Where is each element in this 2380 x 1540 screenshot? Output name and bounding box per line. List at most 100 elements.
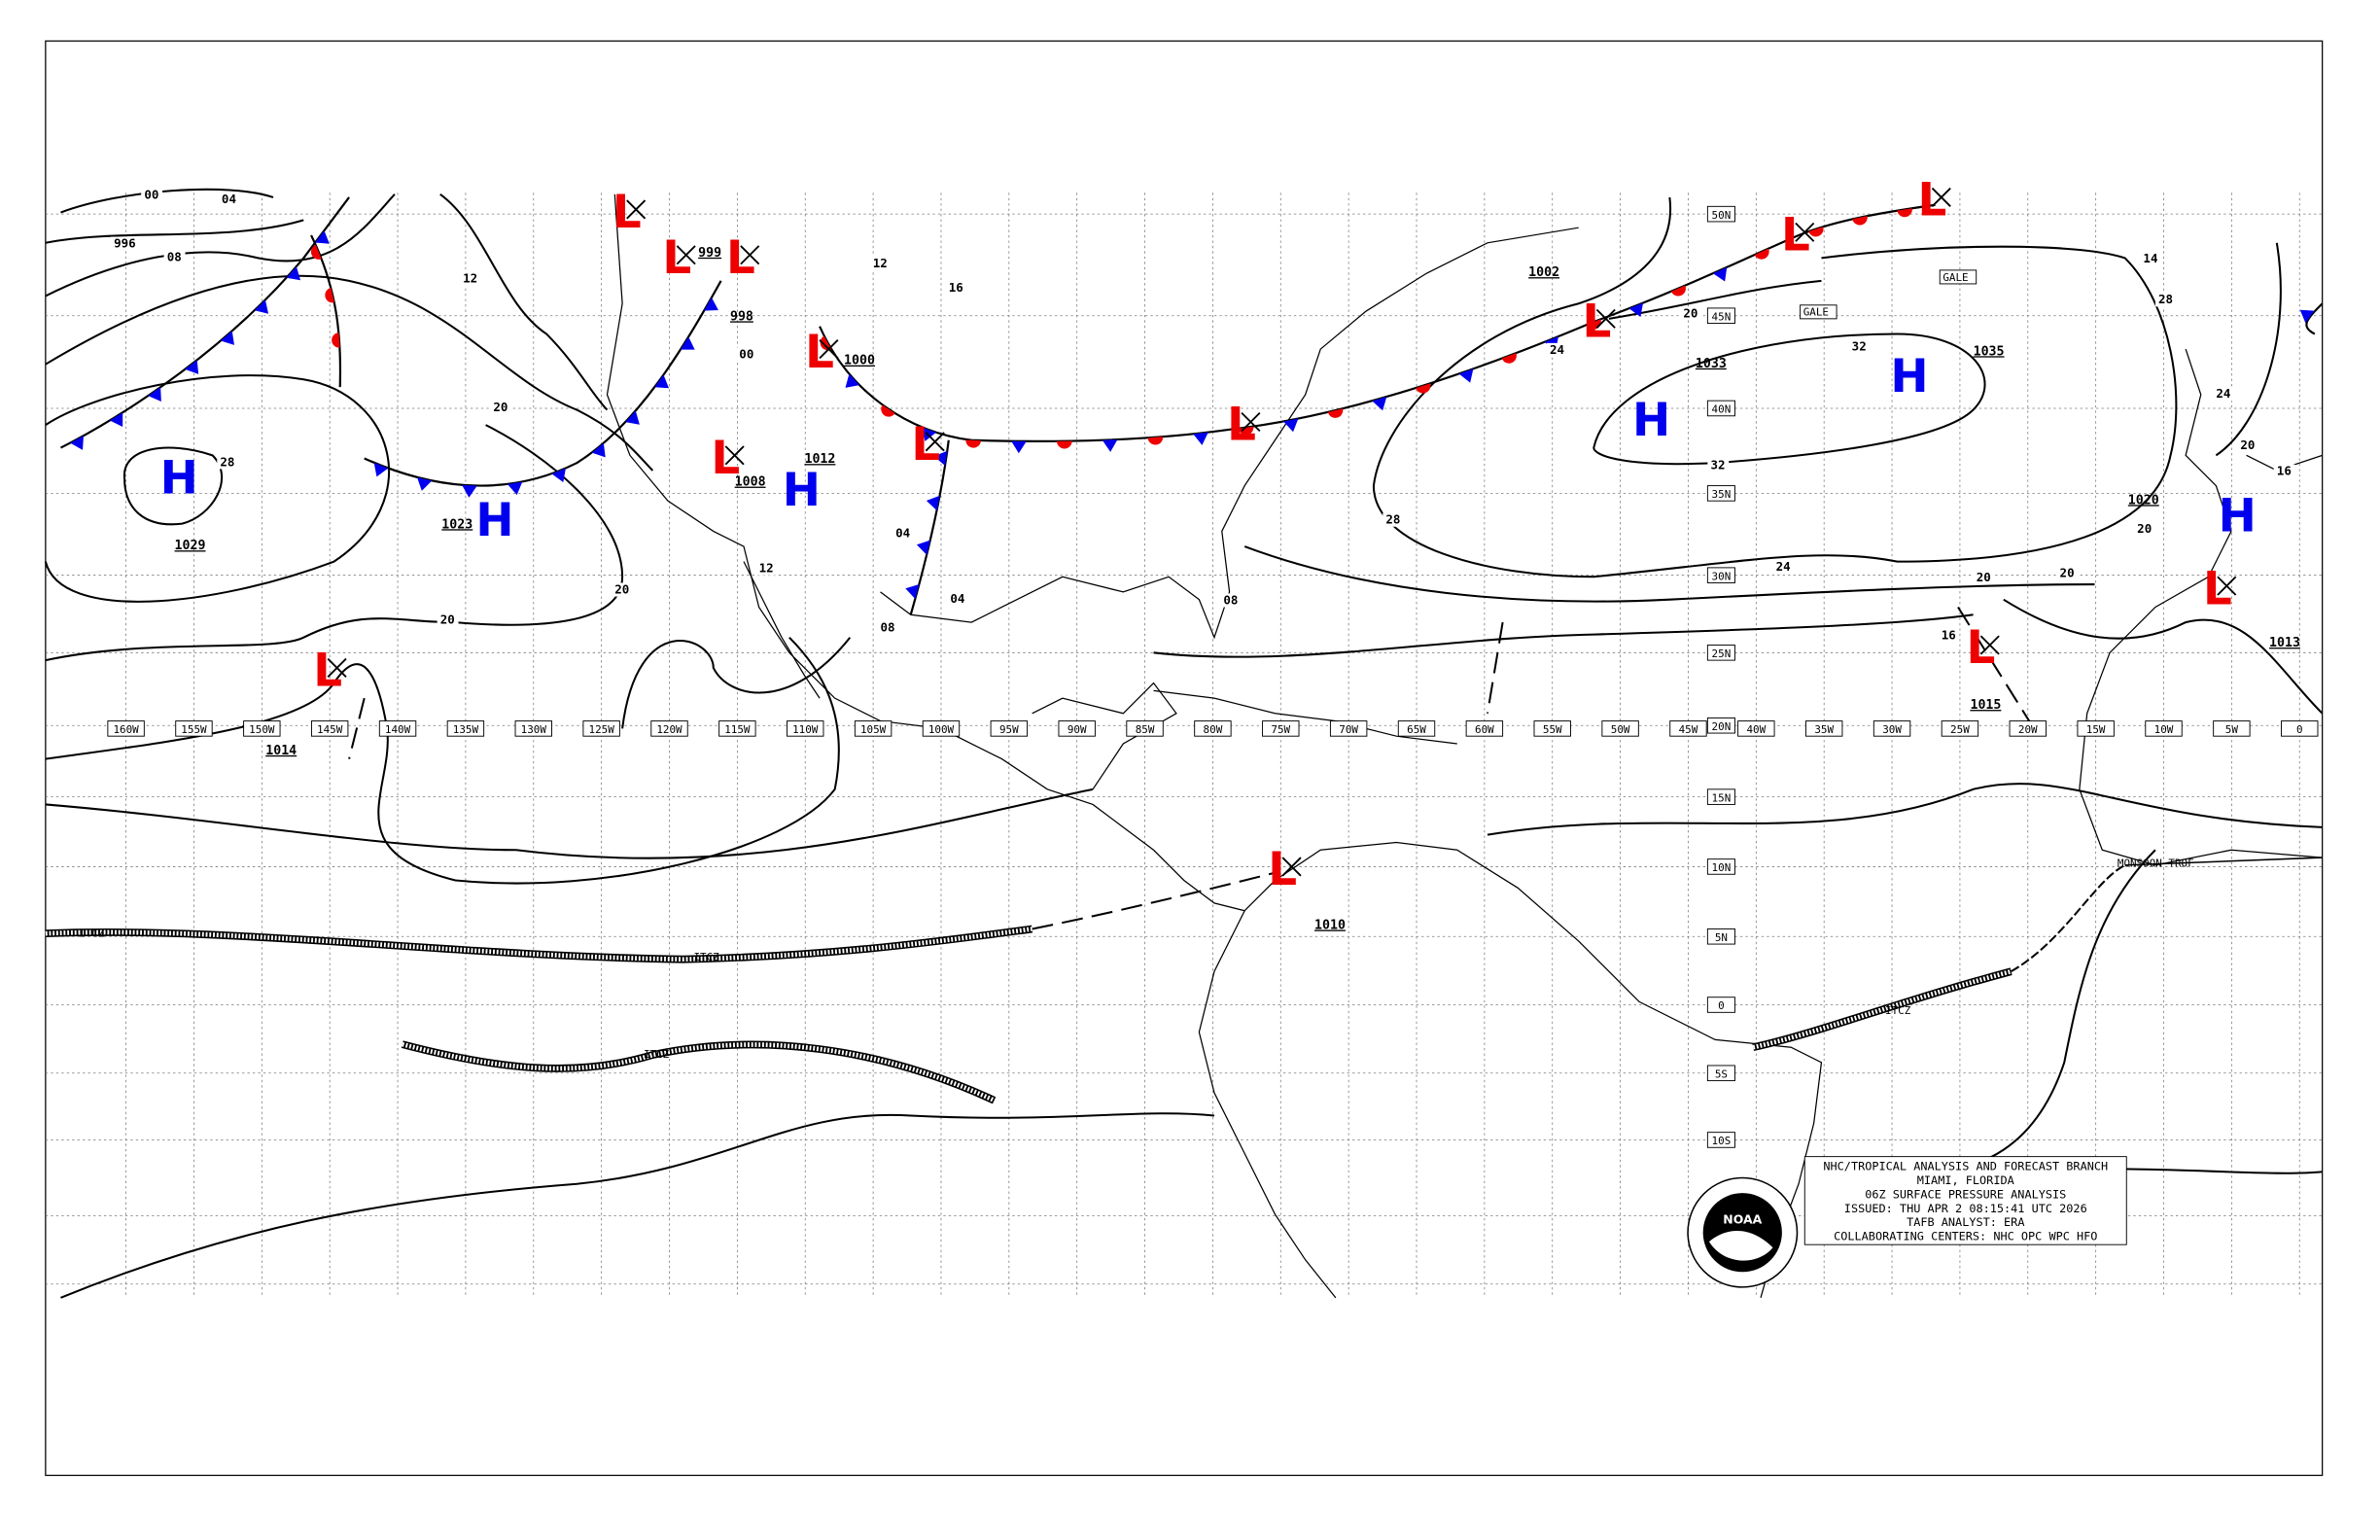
coastlines bbox=[606, 193, 2323, 1299]
warm-front-semicircle-icon bbox=[820, 335, 832, 351]
gale-warning-label: GALE bbox=[1803, 306, 1829, 319]
latitude-label: 35N bbox=[1712, 488, 1732, 501]
fronts: GALE GALE bbox=[59, 196, 2324, 759]
high-pressure-center: H bbox=[783, 465, 821, 517]
longitude-label: 130W bbox=[521, 723, 547, 736]
isobar-value-label: 28 bbox=[220, 454, 234, 469]
low-center-x-icon bbox=[1979, 635, 2000, 655]
isobar-value-label: 08 bbox=[881, 619, 895, 634]
central-pressure-label: 1012 bbox=[804, 452, 835, 467]
isobar-value-label: 04 bbox=[950, 591, 964, 606]
axis-labels: 160W 155W 150W 145W 140W 135W 130W 125W 120W 115W… bbox=[107, 205, 2319, 1148]
longitude-label-box bbox=[1465, 720, 1504, 737]
isobar-value-label: 20 bbox=[493, 400, 508, 414]
cold-front-triangle-icon bbox=[185, 360, 199, 374]
latitude-label: 10S bbox=[1712, 1135, 1732, 1147]
high-pressure-center: H bbox=[160, 452, 198, 505]
isobar-value-label: 08 bbox=[1223, 592, 1238, 607]
cold-front-triangle-icon bbox=[148, 387, 161, 402]
latitude-label: 30N bbox=[1712, 570, 1732, 582]
low-pressure-center: L bbox=[1582, 297, 1611, 349]
cold-front-triangle-icon bbox=[551, 468, 566, 483]
isobar-value-label: 20 bbox=[2137, 521, 2152, 536]
low-center-x-icon bbox=[1595, 308, 1616, 329]
longitude-label: 160W bbox=[113, 723, 139, 736]
low-pressure-center: L bbox=[2203, 563, 2232, 615]
low-pressure-center: L bbox=[1268, 844, 1297, 896]
longitude-label-box bbox=[310, 720, 349, 737]
latitude-label: 5S bbox=[1715, 1068, 1728, 1080]
longitude-label: 45W bbox=[1679, 723, 1698, 736]
low-pressure-center: L bbox=[1918, 175, 1947, 228]
low-center-x-icon bbox=[1931, 187, 1951, 207]
longitude-label-box bbox=[922, 720, 961, 737]
central-pressure-label: 1023 bbox=[441, 517, 472, 532]
longitude-label-box bbox=[175, 720, 213, 737]
latitude-label: 45N bbox=[1712, 310, 1732, 323]
isobar-value-label: 12 bbox=[463, 270, 477, 285]
central-pressure-label: 1013 bbox=[2269, 636, 2300, 650]
low-center-x-icon bbox=[676, 245, 696, 265]
longitude-label-box bbox=[1397, 720, 1436, 737]
longitude-label-box bbox=[1262, 720, 1300, 737]
warm-front-semicircle-icon bbox=[1057, 440, 1072, 449]
longitude-label-box bbox=[1872, 720, 1911, 737]
low-pressure-center: L bbox=[911, 419, 940, 472]
longitude-label-box bbox=[650, 720, 688, 737]
low-pressure-center: L bbox=[1781, 210, 1810, 262]
isobar-value-label: 32 bbox=[1710, 457, 1725, 472]
warm-front-semicircle-icon bbox=[325, 287, 334, 303]
warm-front-semicircle-icon bbox=[1754, 248, 1769, 260]
low-pressure-center: L bbox=[612, 187, 642, 239]
latitude-label: 25N bbox=[1712, 648, 1732, 660]
isobar-value-label: 28 bbox=[1385, 512, 1400, 527]
isobar-value-label: 20 bbox=[1977, 570, 1991, 584]
longitude-label-box bbox=[582, 720, 620, 737]
high-pressure-center: H bbox=[475, 495, 513, 547]
central-pressure-label: 998 bbox=[730, 309, 753, 324]
longitude-label: 30W bbox=[1882, 723, 1902, 736]
central-pressure-label: 999 bbox=[698, 246, 721, 261]
warm-front-semicircle-icon bbox=[881, 404, 895, 417]
warm-front-semicircle-icon bbox=[310, 244, 322, 260]
title-block-line: ISSUED: THU APR 2 08:15:41 UTC 2026 bbox=[1844, 1202, 2087, 1215]
cold-front-triangle-icon bbox=[254, 299, 269, 314]
longitude-label: 55W bbox=[1543, 723, 1562, 736]
low-pressure-center: L bbox=[711, 433, 740, 485]
low-pressure-center: L bbox=[313, 646, 342, 698]
latitude-label: 40N bbox=[1712, 403, 1732, 416]
low-center-x-icon bbox=[724, 445, 745, 466]
longitude-label-box bbox=[854, 720, 892, 737]
low-center-x-icon bbox=[626, 199, 647, 220]
central-pressure-label: 1035 bbox=[1974, 344, 2005, 359]
warm-front-semicircle-icon bbox=[1416, 383, 1431, 394]
longitude-label-box bbox=[1194, 720, 1232, 737]
cold-front-triangle-icon bbox=[625, 410, 640, 425]
cold-front-triangle-icon bbox=[1102, 439, 1118, 452]
isobar-value-label: 16 bbox=[949, 280, 963, 295]
longitude-label: 155W bbox=[181, 723, 207, 736]
cold-front-triangle-icon bbox=[417, 476, 433, 491]
longitude-label: 75W bbox=[1271, 723, 1290, 736]
central-pressure-label: 1020 bbox=[2128, 493, 2159, 508]
isobar-value-label: 00 bbox=[144, 188, 158, 202]
longitude-label: 70W bbox=[1339, 723, 1358, 736]
central-pressure-label: 1000 bbox=[844, 354, 875, 368]
itcz-label: ITCZ bbox=[644, 1048, 670, 1061]
monsoon-trough-label: MONSOON TROF bbox=[2118, 857, 2194, 869]
cold-front-triangle-icon bbox=[1011, 440, 1027, 454]
isobar-value-label: 14 bbox=[2143, 251, 2157, 265]
isobar-value-label: 20 bbox=[2240, 438, 2255, 452]
low-pressure-center: L bbox=[726, 232, 755, 285]
central-pressure-label: 1010 bbox=[1314, 918, 1346, 932]
longitude-label: 40W bbox=[1746, 723, 1766, 736]
cold-front-triangle-icon bbox=[905, 583, 920, 600]
central-pressure-label: 1008 bbox=[735, 475, 766, 490]
cold-front-triangle-icon bbox=[286, 266, 301, 281]
cold-front-triangle-icon bbox=[109, 412, 123, 428]
longitude-label-box bbox=[2077, 720, 2115, 737]
longitude-label-box bbox=[378, 720, 417, 737]
longitude-label: 110W bbox=[792, 723, 819, 736]
isobar-value-label: 20 bbox=[2060, 565, 2075, 579]
